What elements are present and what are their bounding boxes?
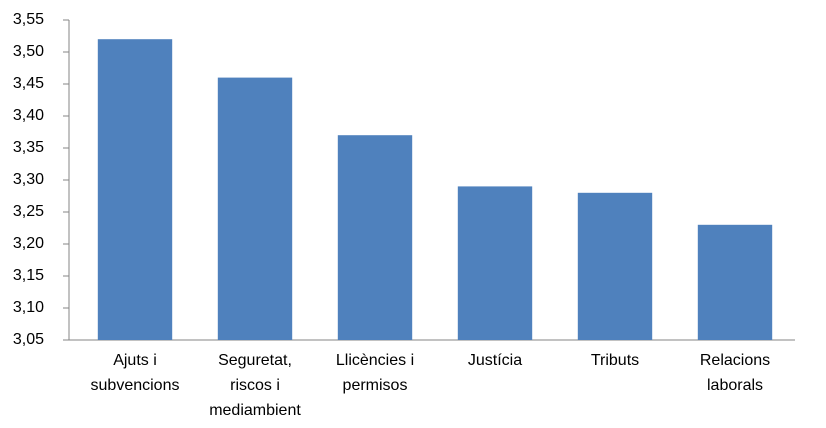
bar — [97, 39, 173, 340]
x-tick-label-line: permisos — [343, 377, 408, 394]
x-tick-label-line: riscos i — [230, 377, 280, 394]
x-tick-label-line: laborals — [707, 377, 763, 394]
x-tick-label-line: subvencions — [91, 377, 180, 394]
y-tick-label: 3,25 — [13, 203, 44, 220]
x-tick-label-line: Ajuts i — [113, 352, 157, 369]
x-tick-label-line: Justícia — [468, 352, 522, 369]
y-tick-label: 3,40 — [13, 107, 44, 124]
x-tick-label: Seguretat, riscos i mediambient — [209, 352, 301, 419]
x-tick-label: Llicències i permisos — [336, 352, 414, 394]
x-tick-label: Justícia — [468, 352, 522, 369]
y-tick-label: 3,05 — [13, 331, 44, 348]
x-tick-label-line: mediambient — [209, 402, 301, 419]
y-tick-label: 3,20 — [13, 235, 44, 252]
y-tick-label: 3,45 — [13, 75, 44, 92]
x-tick-label-line: Seguretat, — [218, 352, 292, 369]
x-tick-label: Ajuts i subvencions — [91, 352, 180, 394]
bar — [337, 135, 413, 340]
bar — [217, 77, 293, 340]
y-tick-label: 3,50 — [13, 43, 44, 60]
y-tick-label: 3,10 — [13, 299, 44, 316]
bar — [457, 186, 533, 340]
x-tick-label-line: Tributs — [591, 352, 639, 369]
y-tick-label: 3,15 — [13, 267, 44, 284]
y-tick-label: 3,55 — [13, 11, 44, 28]
x-tick-label-line: Relacions — [700, 352, 770, 369]
y-tick-label: 3,35 — [13, 139, 44, 156]
bar — [577, 192, 653, 340]
x-tick-label-line: Llicències i — [336, 352, 414, 369]
x-tick-label: Relacions laborals — [700, 352, 770, 394]
x-tick-label: Tributs — [591, 352, 639, 369]
bar — [697, 224, 773, 340]
y-tick-label: 3,30 — [13, 171, 44, 188]
